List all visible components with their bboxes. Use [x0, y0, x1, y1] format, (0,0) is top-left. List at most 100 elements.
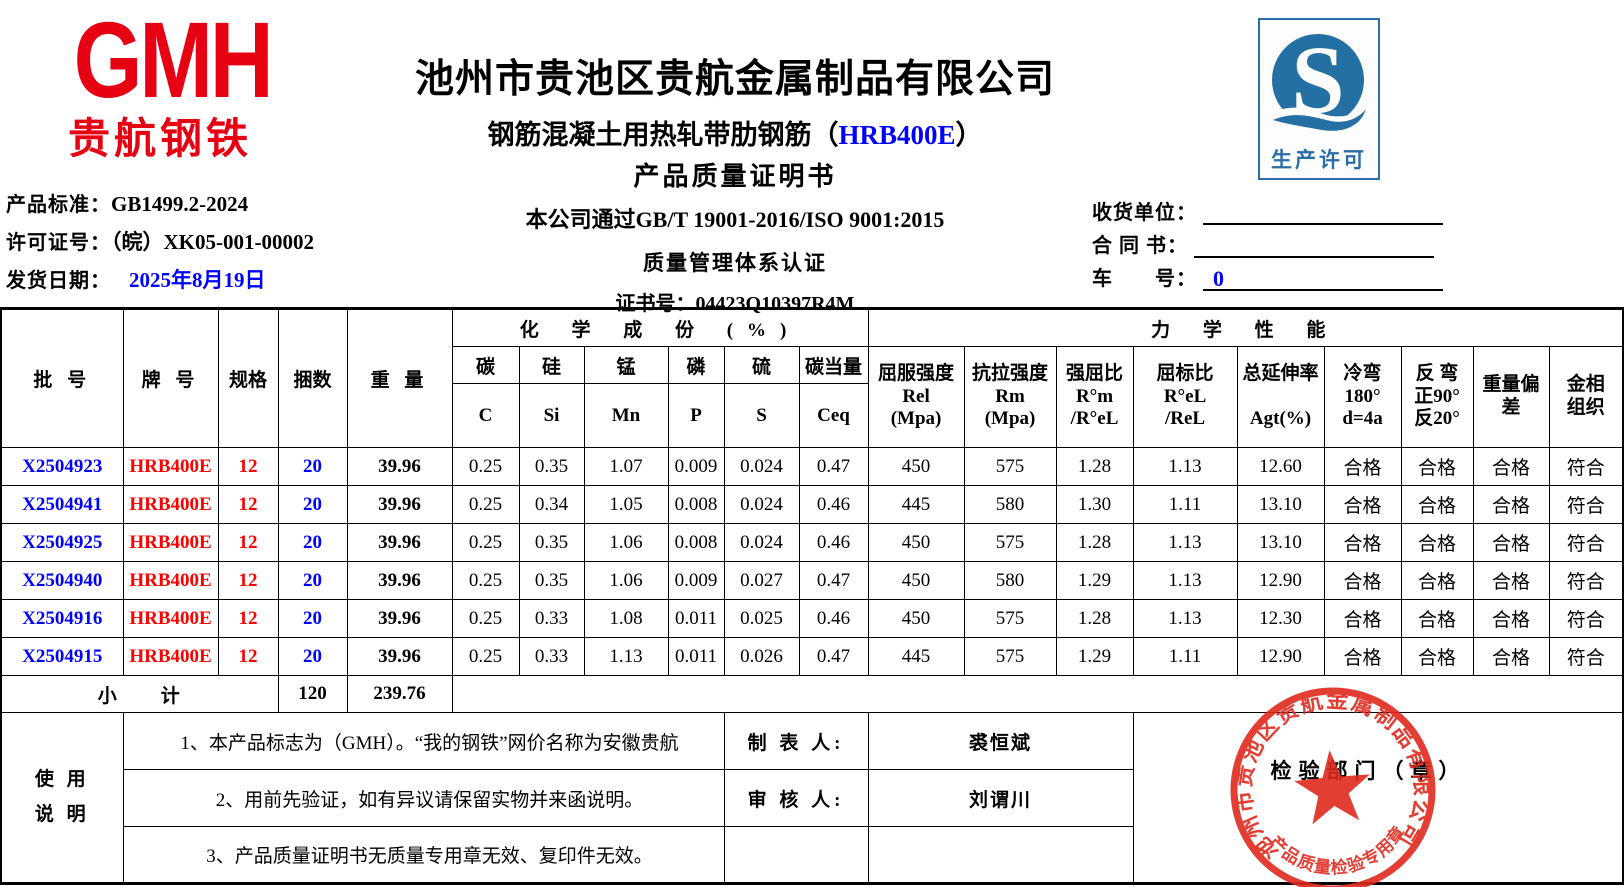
table-footer: 小 计 120 239.76 使 用 说 明 1、本产品标志为（GMH）。“我的… — [0, 675, 1624, 884]
cell-spec: 12 — [217, 599, 279, 638]
cell-strength-ratio: 1.29 — [1055, 637, 1134, 676]
cell-manganese: 1.05 — [583, 485, 669, 524]
cell-cold-bend: 合格 — [1323, 447, 1402, 486]
cell-elongation: 13.10 — [1236, 485, 1325, 524]
cell-sulfur: 0.024 — [723, 447, 800, 486]
cell-strength-ratio: 1.30 — [1055, 485, 1134, 524]
qs-mark-icon: S — [1271, 26, 1368, 134]
field-value: GB1499.2-2024 — [111, 192, 249, 216]
cell-spec: 12 — [217, 523, 279, 562]
cell-elongation: 12.90 — [1236, 561, 1325, 600]
cell-cold-bend: 合格 — [1323, 485, 1402, 524]
cell-phosphorus: 0.008 — [667, 485, 725, 524]
inspection-stamp-cell: 检验部门（章） — [1132, 712, 1624, 884]
data-rows: X2504923 HRB400E 12 20 39.96 0.25 0.35 1… — [0, 447, 1624, 676]
cell-cold-bend: 合格 — [1323, 637, 1402, 676]
cell-weight-deviation: 合格 — [1472, 485, 1550, 524]
certificate-table: 批 号 牌 号 规格 捆数 重 量 化 学 成 份 (%) 力 学 性 能 碳 … — [0, 307, 1624, 885]
col-header-agt: 总延伸率 Agt(%) — [1236, 346, 1325, 448]
footer-row-1: 使 用 说 明 1、本产品标志为（GMH）。“我的钢铁”网价名称为安徽贵航 制 … — [0, 712, 1624, 884]
cell-sulfur: 0.024 — [723, 485, 800, 524]
cell-yield-ratio: 1.13 — [1132, 447, 1238, 486]
vehicle-number-value: 0 — [1203, 267, 1443, 291]
cell-grade: HRB400E — [122, 447, 219, 486]
cell-carbon: 0.25 — [451, 599, 520, 638]
usage-notes-label: 使 用 说 明 — [0, 712, 124, 884]
empty-sign-name-cell — [867, 826, 1134, 884]
col-header-bend: 冷弯 180° d=4a — [1323, 346, 1402, 448]
cell-reverse-bend: 合格 — [1400, 485, 1474, 524]
cell-weight-deviation: 合格 — [1472, 637, 1550, 676]
chem-name-s: 硫 — [723, 346, 800, 384]
cell-reverse-bend: 合格 — [1400, 637, 1474, 676]
col-header-batch: 批 号 — [0, 308, 124, 448]
chem-name-si: 硅 — [518, 346, 585, 384]
inspection-dept-text: 检验部门（章） — [1270, 759, 1467, 783]
cell-spec: 12 — [217, 561, 279, 600]
production-license-badge: S 生产许可 — [1258, 18, 1380, 180]
cell-metallography: 符合 — [1548, 637, 1624, 676]
subtotal-bundles: 120 — [277, 675, 348, 713]
cell-grade: HRB400E — [122, 599, 219, 638]
cell-sulfur: 0.024 — [723, 523, 800, 562]
cell-bundles: 20 — [277, 561, 348, 600]
cell-tensile-strength: 575 — [963, 637, 1057, 676]
cell-grade: HRB400E — [122, 523, 219, 562]
cell-yield-strength: 450 — [867, 561, 965, 600]
product-title: 钢筋混凝土用热轧带肋钢筋（HRB400E） — [388, 113, 1082, 152]
chem-symbol-ceq: Ceq — [798, 383, 869, 448]
field-label: 合 同 书： — [1092, 235, 1188, 257]
svg-text:S: S — [1291, 26, 1344, 133]
cell-bundles: 20 — [277, 523, 348, 562]
cell-batch: X2504923 — [0, 447, 124, 486]
field-value: 2025年8月19日 — [129, 268, 266, 292]
subtotal-row: 小 计 120 239.76 — [0, 675, 1624, 713]
empty-sign-label-cell — [723, 826, 869, 884]
cell-weight: 39.96 — [346, 561, 453, 600]
doc-title: 产品质量证明书 — [633, 162, 837, 191]
cell-weight: 39.96 — [346, 523, 453, 562]
cell-tensile-strength: 575 — [963, 523, 1057, 562]
maker-label: 制 表 人: — [723, 712, 869, 770]
table-row: X2504916 HRB400E 12 20 39.96 0.25 0.33 1… — [0, 599, 1624, 638]
cell-yield-ratio: 1.11 — [1132, 485, 1238, 524]
cell-tensile-strength: 580 — [963, 485, 1057, 524]
cell-batch: X2504940 — [0, 561, 124, 600]
col-header-rel: 屈服强度 Rel (Mpa) — [867, 346, 965, 448]
cell-yield-strength: 450 — [867, 523, 965, 562]
product-title-prefix: 钢筋混凝土用热轧带肋钢筋（ — [487, 120, 839, 150]
col-header-rebend: 反 弯 正90° 反20° — [1400, 346, 1474, 448]
table-header: 批 号 牌 号 规格 捆数 重 量 化 学 成 份 (%) 力 学 性 能 碳 … — [0, 308, 1624, 448]
cell-metallography: 符合 — [1548, 523, 1624, 562]
cell-cold-bend: 合格 — [1323, 561, 1402, 600]
cell-reverse-bend: 合格 — [1400, 447, 1474, 486]
iso-certification-line: 本公司通过GB/T 19001-2016/ISO 9001:2015 — [525, 207, 945, 232]
chem-name-p: 磷 — [667, 346, 725, 384]
qs-caption: 生产许可 — [1271, 148, 1367, 172]
cell-silicon: 0.35 — [518, 523, 585, 562]
table-row: X2504940 HRB400E 12 20 39.96 0.25 0.35 1… — [0, 561, 1624, 600]
cell-grade: HRB400E — [122, 485, 219, 524]
cell-manganese: 1.06 — [583, 561, 669, 600]
usage-note-1: 1、本产品标志为（GMH）。“我的钢铁”网价名称为安徽贵航 — [122, 712, 725, 770]
col-header-ratio-rm-rel: 强屈比 R°m /R°eL — [1055, 346, 1134, 448]
cell-bundles: 20 — [277, 485, 348, 524]
field-value: （皖）XK05-001-00002 — [111, 230, 314, 254]
field-consignee: 收货单位： — [1092, 196, 1443, 229]
quality-system-line: 质量管理体系认证 — [643, 251, 827, 275]
field-contract: 合 同 书： — [1092, 229, 1443, 262]
header-center: 池州市贵池区贵航金属制品有限公司 钢筋混凝土用热轧带肋钢筋（HRB400E） 产… — [388, 0, 1082, 316]
cell-manganese: 1.08 — [583, 599, 669, 638]
cell-elongation: 12.90 — [1236, 637, 1325, 676]
cell-carbon: 0.25 — [451, 637, 520, 676]
table-row: X2504923 HRB400E 12 20 39.96 0.25 0.35 1… — [0, 447, 1624, 486]
field-label: 许可证号： — [6, 232, 111, 254]
field-label: 收货单位： — [1092, 202, 1197, 224]
usage-note-2: 2、用前先验证，如有异议请保留实物并来函说明。 — [122, 769, 725, 827]
cell-ceq: 0.47 — [798, 447, 869, 486]
subtotal-weight: 239.76 — [346, 675, 453, 713]
checker-label: 审 核 人: — [723, 769, 869, 827]
cell-ceq: 0.47 — [798, 637, 869, 676]
chem-name-ceq: 碳当量 — [798, 346, 869, 384]
col-header-metallography: 金相 组织 — [1548, 346, 1624, 448]
